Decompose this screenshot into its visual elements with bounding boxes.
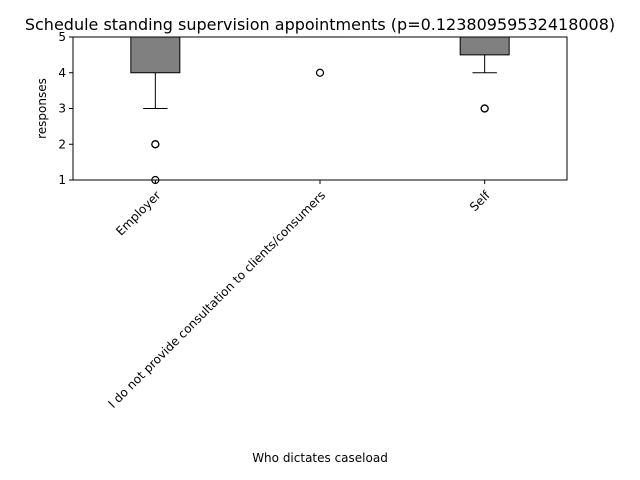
x-tick-label: Self	[467, 188, 493, 214]
y-tick-label: 5	[58, 30, 66, 44]
outlier-point	[480, 104, 489, 113]
y-tick-label: 2	[58, 137, 66, 151]
y-axis-label: responses	[35, 78, 49, 139]
y-tick-label: 4	[58, 66, 66, 80]
y-tick-label: 1	[58, 173, 66, 187]
y-tick-label: 3	[58, 102, 66, 116]
outlier-point	[151, 140, 160, 149]
x-axis-label: Who dictates caseload	[252, 451, 388, 465]
outlier-point	[315, 68, 325, 77]
x-tick-label: Employer	[113, 188, 163, 238]
box	[459, 36, 510, 56]
chart-title: Schedule standing supervision appointmen…	[25, 15, 615, 34]
box	[130, 36, 181, 74]
